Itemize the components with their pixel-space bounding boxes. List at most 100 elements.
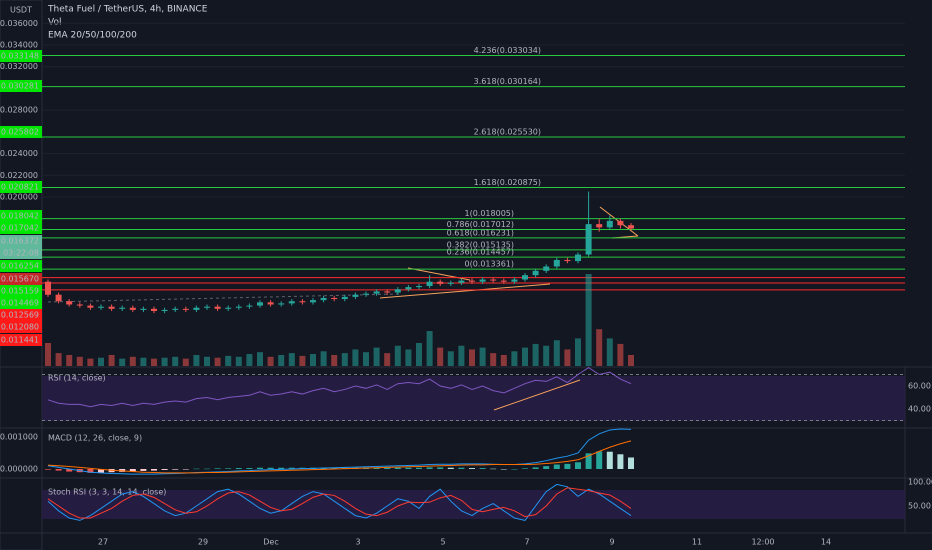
candle-body xyxy=(479,279,486,282)
time-label: 14 xyxy=(821,538,831,547)
macd-histogram xyxy=(522,468,528,469)
volume-bar xyxy=(161,357,168,366)
macd-histogram xyxy=(288,467,295,469)
volume-bar xyxy=(500,354,507,366)
fib-label: 1.618(0.020875) xyxy=(474,178,541,187)
candle-body xyxy=(606,220,613,228)
volume-bar xyxy=(140,357,147,366)
time-label: 29 xyxy=(198,538,208,547)
macd-histogram xyxy=(575,462,581,469)
volume-bar xyxy=(585,274,592,366)
macd-histogram xyxy=(416,467,422,469)
volume-bar xyxy=(437,347,444,366)
candle-body xyxy=(66,301,73,305)
macd-histogram xyxy=(246,468,253,469)
candle-body xyxy=(140,308,147,310)
macd-histogram xyxy=(235,468,242,469)
volume-bar xyxy=(617,343,624,366)
macd-histogram xyxy=(278,467,285,469)
macd-histogram xyxy=(553,464,560,469)
macd-histogram xyxy=(140,469,147,471)
price-label-box xyxy=(0,260,42,272)
volume-bar xyxy=(596,329,603,366)
candle-body xyxy=(437,281,444,284)
time-label: 11 xyxy=(692,538,702,547)
candle-body xyxy=(575,254,581,262)
candle-body xyxy=(511,279,518,282)
volume-bar xyxy=(447,351,454,366)
macd-histogram xyxy=(585,453,592,469)
candle-body xyxy=(447,282,454,284)
volume-bar xyxy=(299,355,306,366)
candle-body xyxy=(161,309,168,311)
rsi-tick-label: 40.00 xyxy=(908,405,931,414)
candle-body xyxy=(596,224,603,228)
macd-histogram xyxy=(606,451,613,469)
price-label-box xyxy=(0,321,42,333)
volume-bar xyxy=(182,358,189,366)
candle-body xyxy=(235,306,242,308)
volume-bar xyxy=(426,331,433,366)
volume-bar xyxy=(352,349,359,366)
price-label: 0.016372 xyxy=(1,237,39,246)
volume-bar xyxy=(214,357,221,366)
price-label-box xyxy=(0,247,42,259)
candle-body xyxy=(394,289,401,293)
candle-body xyxy=(267,302,274,305)
macd-histogram xyxy=(458,467,465,469)
time-label: 12:00 xyxy=(751,538,774,547)
volume-bar xyxy=(320,351,327,366)
volume-bar xyxy=(490,353,497,366)
volume-bar xyxy=(575,338,581,366)
fib-label: 0(0.013361) xyxy=(464,260,514,269)
fib-label: 1(0.018005) xyxy=(464,209,514,218)
volume-bar xyxy=(511,351,518,366)
price-label-box xyxy=(0,80,42,92)
macd-histogram xyxy=(469,468,475,469)
volume-bar xyxy=(479,347,486,366)
price-label: 0.012569 xyxy=(1,311,39,320)
price-tick-label: 0.032000 xyxy=(0,62,38,71)
volume-bar xyxy=(278,354,285,366)
macd-histogram xyxy=(405,467,412,469)
price-label: 0.025802 xyxy=(1,128,39,137)
candle-body xyxy=(416,286,422,288)
price-tick-label: 0.022000 xyxy=(0,171,38,180)
volume-bar xyxy=(193,354,200,366)
candle-body xyxy=(299,301,306,303)
fib-label: 2.618(0.025530) xyxy=(474,127,541,136)
price-label: 0.016254 xyxy=(1,262,39,271)
vol-label: Vol xyxy=(48,18,61,28)
volume-bar xyxy=(628,354,634,366)
macd-histogram xyxy=(161,469,168,470)
price-label-box xyxy=(0,235,42,247)
price-label-box xyxy=(0,297,42,309)
volume-bar xyxy=(267,356,274,366)
fib-label: 0.786(0.017012) xyxy=(447,220,514,229)
macd-histogram xyxy=(384,467,391,469)
volume-bar xyxy=(204,356,210,366)
macd-histogram xyxy=(543,466,550,469)
price-label-box xyxy=(0,126,42,138)
macd-histogram xyxy=(437,467,444,469)
macd-histogram xyxy=(500,469,507,470)
macd-histogram xyxy=(257,467,263,469)
fib-label: 4.236(0.033034) xyxy=(474,46,541,55)
macd-histogram xyxy=(267,467,274,469)
price-label: 0.020821 xyxy=(1,183,39,192)
volume-bar xyxy=(553,340,560,366)
candle-body xyxy=(564,259,571,262)
price-label: 0.018042 xyxy=(1,212,39,221)
volume-bar xyxy=(129,356,136,366)
candle-body xyxy=(108,306,115,309)
volume-bar xyxy=(235,356,242,366)
candle-body xyxy=(310,300,316,303)
macd-histogram xyxy=(331,467,338,469)
price-tick-label: 0.028000 xyxy=(0,106,38,115)
macd-histogram xyxy=(55,469,62,471)
candle-body xyxy=(193,307,200,310)
volume-bar xyxy=(310,354,316,366)
candle-body xyxy=(246,305,253,307)
